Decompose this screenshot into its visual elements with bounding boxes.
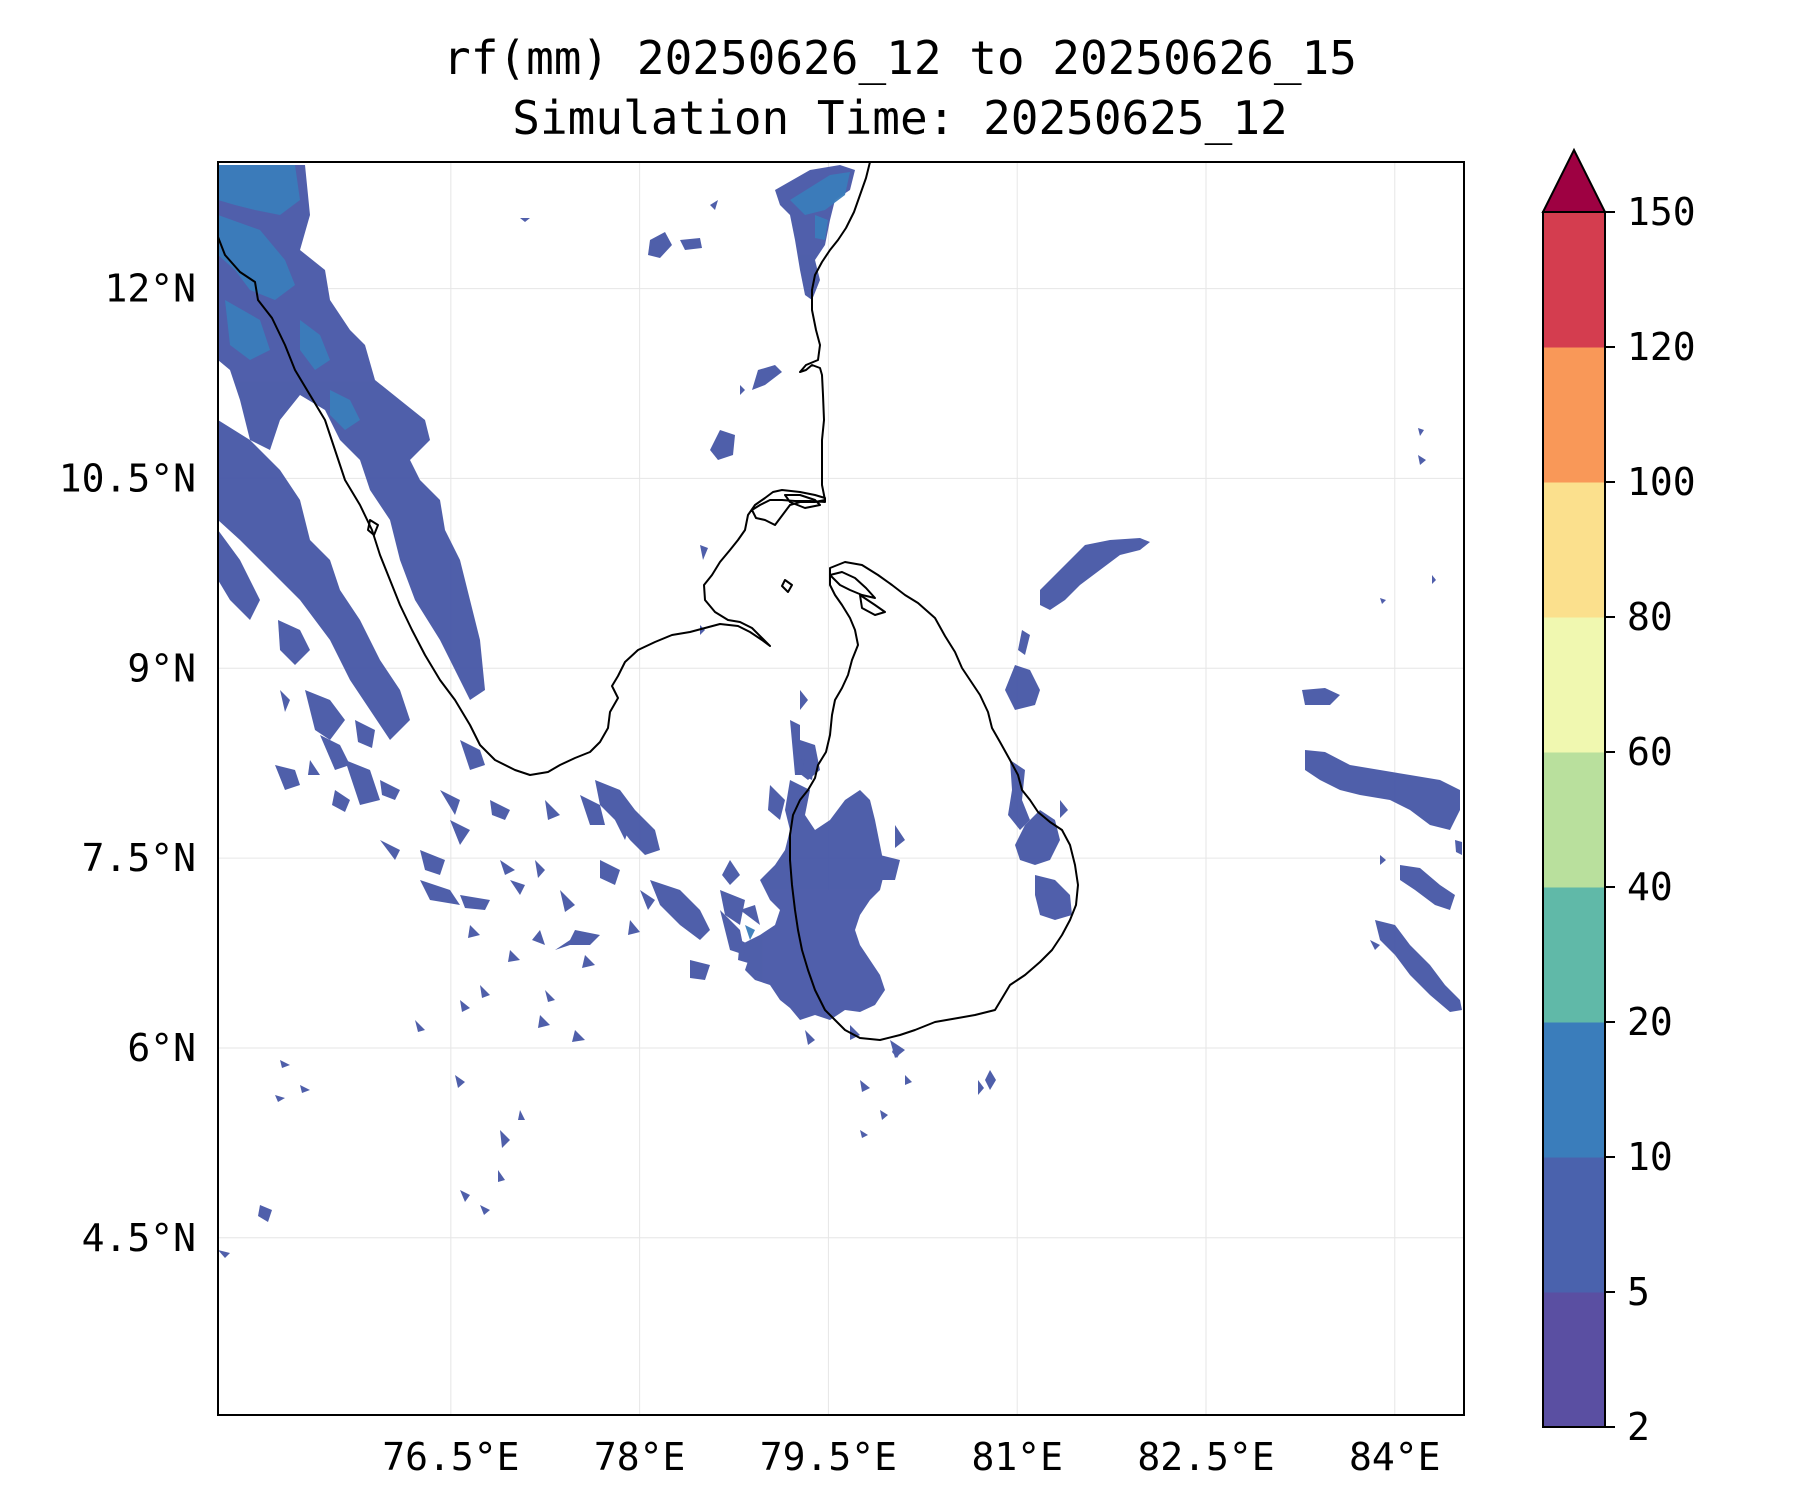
rainfall-field: [218, 165, 1462, 1258]
colorbar: 2 5 10 20 40 60 80 100 120 150: [1541, 147, 1696, 1449]
coastline: [218, 162, 1079, 1041]
map-title-line2: Simulation Time: 20250625_12: [512, 91, 1288, 145]
lon-tick-label: 81°E: [971, 1435, 1063, 1479]
map-frame: [217, 161, 1465, 1416]
colorbar-tick-label: 60: [1627, 730, 1673, 774]
lat-tick-label: 6°N: [127, 1026, 196, 1070]
colorbar-frame: [1542, 211, 1606, 1428]
lat-tick-label: 12°N: [104, 267, 196, 311]
colorbar-segment: [1543, 482, 1605, 618]
colorbar-tick-label: 40: [1627, 865, 1673, 909]
colorbar-tick-label: 80: [1627, 595, 1673, 639]
lat-tick-labels: 12°N 10.5°N 9°N 7.5°N 6°N 4.5°N: [59, 267, 196, 1260]
lat-tick-label: 4.5°N: [82, 1216, 196, 1260]
colorbar-tick-label: 150: [1627, 190, 1696, 234]
colorbar-tick-label: 120: [1627, 325, 1696, 369]
colorbar-tick-label: 100: [1627, 460, 1696, 504]
colorbar-tick-label: 5: [1627, 1270, 1650, 1314]
colorbar-segment: [1543, 347, 1605, 483]
lon-tick-label: 78°E: [594, 1435, 686, 1479]
colorbar-segment: [1543, 1292, 1605, 1428]
lat-tick-label: 10.5°N: [59, 456, 196, 500]
colorbar-segment: [1543, 752, 1605, 888]
colorbar-segment: [1543, 617, 1605, 753]
lon-tick-label: 84°E: [1349, 1435, 1441, 1479]
lon-tick-label: 82.5°E: [1137, 1435, 1274, 1479]
lon-tick-label: 76.5°E: [382, 1435, 519, 1479]
colorbar-segment: [1543, 1022, 1605, 1158]
colorbar-extend-arrow: [1541, 147, 1607, 213]
lon-tick-labels: 76.5°E 78°E 79.5°E 81°E 82.5°E 84°E: [382, 1435, 1440, 1479]
lat-tick-label: 9°N: [127, 646, 196, 690]
colorbar-segment: [1543, 887, 1605, 1023]
colorbar-segment: [1543, 1157, 1605, 1293]
colorbar-tick-label: 20: [1627, 1000, 1673, 1044]
gridlines: [218, 162, 1464, 1415]
rain-region-west-coast: [218, 165, 485, 700]
colorbar-tick-label: 10: [1627, 1135, 1673, 1179]
lon-tick-label: 79.5°E: [760, 1435, 897, 1479]
lat-tick-label: 7.5°N: [82, 836, 196, 880]
colorbar-segment: [1543, 212, 1605, 348]
map-title-line1: rf(mm) 20250626_12 to 20250626_15: [443, 31, 1357, 85]
colorbar-tick-label: 2: [1627, 1405, 1650, 1449]
